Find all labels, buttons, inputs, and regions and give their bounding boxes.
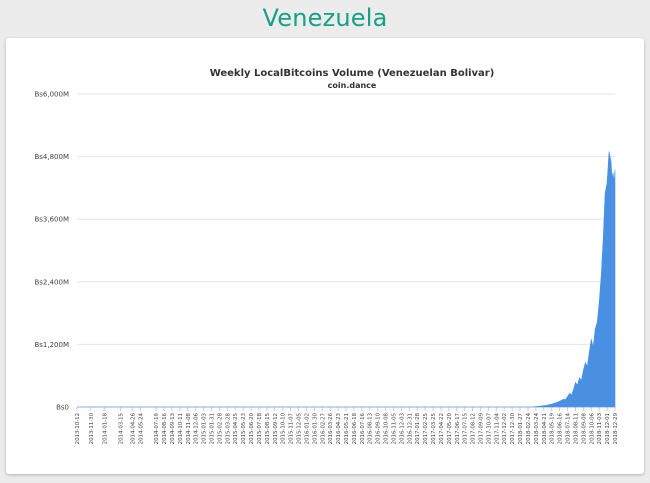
x-tick-label: 2018-12-29 <box>613 412 619 444</box>
x-tick-label: 2015-11-07 <box>289 413 295 444</box>
x-tick-label: 2016-12-03 <box>399 413 405 444</box>
chart-title: Weekly LocalBitcoins Volume (Venezuelan … <box>210 68 495 79</box>
x-tick-label: 2017-08-12 <box>471 413 477 444</box>
x-tick-label: 2018-03-24 <box>534 412 540 444</box>
x-tick-label: 2017-01-28 <box>415 412 421 444</box>
y-tick-label: Bs2,400M <box>34 278 69 286</box>
x-tick-label: 2018-09-08 <box>581 412 587 444</box>
volume-area-series <box>77 151 616 408</box>
x-tick-label: 2014-11-08 <box>186 412 192 444</box>
x-tick-label: 2017-12-30 <box>510 412 516 444</box>
area-chart: Weekly LocalBitcoins Volume (Venezuelan … <box>34 68 619 444</box>
x-tick-label: 2014-01-18 <box>103 412 109 444</box>
x-tick-label: 2014-05-24 <box>138 412 144 444</box>
y-tick-label: Bs0 <box>56 404 69 412</box>
x-tick-label: 2015-09-12 <box>273 413 279 444</box>
x-tick-label: 2014-09-13 <box>170 413 176 444</box>
x-tick-label: 2014-08-16 <box>162 412 168 444</box>
x-tick-label: 2018-10-06 <box>589 412 595 444</box>
x-tick-label: 2014-10-11 <box>178 413 184 444</box>
x-tick-label: 2018-04-21 <box>542 413 548 444</box>
x-tick-label: 2018-06-16 <box>558 412 564 444</box>
y-tick-label: Bs4,800M <box>34 153 69 161</box>
x-tick-label: 2017-09-09 <box>479 412 485 444</box>
x-tick-label: 2014-04-26 <box>130 412 136 444</box>
x-tick-label: 2017-05-20 <box>447 412 453 444</box>
x-tick-label: 2017-12-02 <box>502 413 508 444</box>
x-tick-label: 2016-08-13 <box>368 413 374 444</box>
x-tick-label: 2018-11-03 <box>597 413 603 444</box>
x-tick-label: 2015-12-05 <box>297 413 303 444</box>
x-tick-label: 2014-12-06 <box>194 412 200 444</box>
x-tick-label: 2015-05-23 <box>241 413 247 444</box>
y-tick-label: Bs6,000M <box>34 91 69 99</box>
y-tick-label: Bs3,600M <box>34 216 69 224</box>
page-heading: Venezuela <box>262 4 388 32</box>
y-tick-label: Bs1,200M <box>34 341 69 349</box>
x-tick-label: 2015-10-10 <box>281 412 287 444</box>
x-tick-label: 2015-01-31 <box>210 413 216 444</box>
x-tick-label: 2017-11-04 <box>494 412 500 444</box>
x-tick-label: 2015-03-28 <box>225 412 231 444</box>
x-tick-label: 2016-11-05 <box>391 413 397 444</box>
x-tick-label: 2018-01-27 <box>518 413 524 444</box>
chart-card: Weekly LocalBitcoins Volume (Venezuelan … <box>6 38 644 474</box>
x-tick-label: 2014-07-19 <box>154 412 160 444</box>
x-tick-label: 2015-06-20 <box>249 412 255 444</box>
x-tick-label: 2016-09-10 <box>376 412 382 444</box>
x-tick-label: 2015-07-18 <box>257 412 263 444</box>
x-tick-label: 2016-12-31 <box>407 413 413 444</box>
x-tick-label: 2016-02-27 <box>320 413 326 444</box>
x-tick-label: 2018-12-01 <box>605 413 611 444</box>
x-tick-label: 2015-08-15 <box>265 413 271 444</box>
x-tick-label: 2016-06-18 <box>352 412 358 444</box>
x-tick-label: 2018-07-14 <box>566 412 572 444</box>
x-tick-label: 2017-04-22 <box>439 413 445 444</box>
chart-subtitle: coin.dance <box>328 81 377 90</box>
x-tick-label: 2017-10-07 <box>486 413 492 444</box>
x-tick-label: 2017-03-25 <box>431 413 437 444</box>
x-tick-label: 2016-05-21 <box>344 413 350 444</box>
x-tick-label: 2016-04-23 <box>336 413 342 444</box>
x-tick-label: 2018-05-19 <box>550 412 556 444</box>
x-tick-label: 2017-06-17 <box>455 413 461 444</box>
x-tick-label: 2018-08-11 <box>573 413 579 444</box>
x-tick-label: 2015-04-25 <box>233 413 239 444</box>
x-tick-label: 2013-10-12 <box>75 413 81 444</box>
x-tick-label: 2017-07-15 <box>463 413 469 444</box>
x-tick-label: 2015-02-28 <box>217 412 223 444</box>
x-tick-label: 2016-10-08 <box>384 412 390 444</box>
x-tick-label: 2017-02-25 <box>423 413 429 444</box>
x-tick-label: 2015-01-03 <box>202 413 208 444</box>
x-tick-label: 2014-03-15 <box>119 413 125 444</box>
x-tick-label: 2016-07-16 <box>360 412 366 444</box>
x-tick-label: 2016-03-26 <box>328 412 334 444</box>
x-tick-label: 2016-01-02 <box>304 413 310 444</box>
x-tick-label: 2016-01-30 <box>312 412 318 444</box>
x-tick-label: 2018-02-24 <box>526 412 532 444</box>
x-tick-label: 2013-11-30 <box>89 412 95 444</box>
